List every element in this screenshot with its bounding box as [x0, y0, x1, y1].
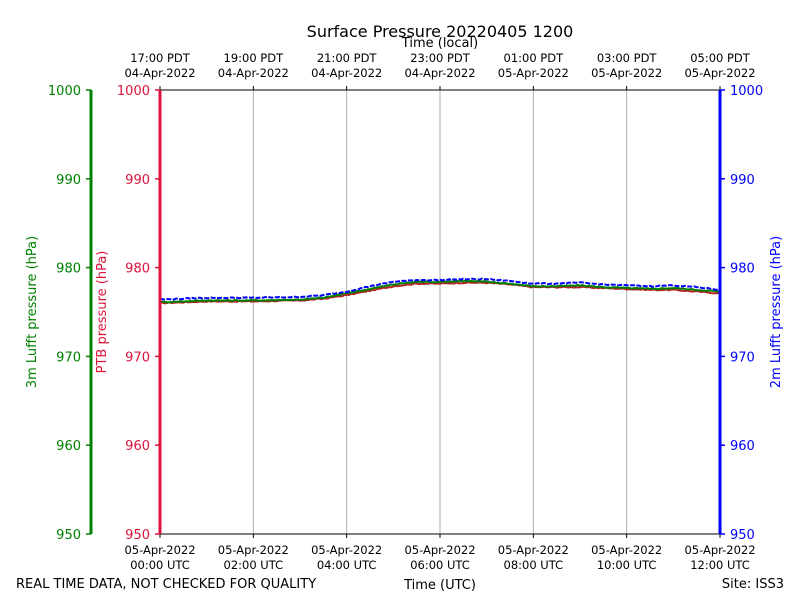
x-tick-label-bottom-date: 05-Apr-2022	[404, 543, 475, 557]
x-tick-label-bottom-time: 00:00 UTC	[130, 558, 190, 572]
left-inner-axis-tick-label: 970	[125, 350, 150, 365]
left-outer-axis-tick-label: 1000	[48, 84, 81, 99]
right-axis-tick-label: 970	[730, 350, 755, 365]
x-tick-label-top-time: 21:00 PDT	[317, 51, 378, 65]
left-outer-axis-tick-label: 950	[56, 528, 81, 543]
x-tick-label-bottom-time: 04:00 UTC	[317, 558, 377, 572]
right-axis-tick-label: 1000	[730, 84, 763, 99]
x-tick-label-top-date: 05-Apr-2022	[591, 66, 662, 80]
left-inner-axis-tick-label: 990	[125, 173, 150, 188]
x-tick-label-bottom-date: 05-Apr-2022	[591, 543, 662, 557]
left-inner-axis-tick-label: 960	[125, 439, 150, 454]
x-tick-label-bottom-time: 10:00 UTC	[597, 558, 657, 572]
top-axis-label: Time (local)	[401, 36, 478, 51]
quality-notice: REAL TIME DATA, NOT CHECKED FOR QUALITY	[16, 577, 316, 592]
bottom-axis-label: Time (UTC)	[403, 578, 476, 593]
x-tick-label-top-date: 04-Apr-2022	[124, 66, 195, 80]
x-tick-label-bottom-time: 02:00 UTC	[224, 558, 284, 572]
x-tick-label-bottom-date: 05-Apr-2022	[124, 543, 195, 557]
left-outer-axis-tick-label: 970	[56, 350, 81, 365]
right-axis-tick-label: 950	[730, 528, 755, 543]
x-tick-label-top-date: 04-Apr-2022	[404, 66, 475, 80]
x-tick-label-top-time: 19:00 PDT	[224, 51, 285, 65]
left-outer-axis-tick-label: 960	[56, 439, 81, 454]
series-line-0	[159, 281, 721, 305]
x-tick-label-bottom-time: 12:00 UTC	[690, 558, 750, 572]
left-inner-axis-tick-label: 980	[125, 262, 150, 277]
x-tick-label-top-date: 05-Apr-2022	[498, 66, 569, 80]
x-tick-label-bottom-time: 06:00 UTC	[410, 558, 470, 572]
site-label: Site: ISS3	[722, 577, 784, 592]
left-outer-axis-tick-label: 990	[56, 173, 81, 188]
right-axis-tick-label: 960	[730, 439, 755, 454]
x-tick-label-top-date: 05-Apr-2022	[684, 66, 755, 80]
x-tick-label-top-time: 23:00 PDT	[410, 51, 471, 65]
x-tick-label-top-time: 03:00 PDT	[597, 51, 658, 65]
left-inner-axis-label: PTB pressure (hPa)	[95, 251, 110, 374]
x-tick-label-bottom-date: 05-Apr-2022	[218, 543, 289, 557]
x-tick-label-top-date: 04-Apr-2022	[311, 66, 382, 80]
left-outer-axis-label: 3m Lufft pressure (hPa)	[25, 236, 40, 388]
left-inner-axis-tick-label: 1000	[117, 84, 150, 99]
x-tick-label-bottom-time: 08:00 UTC	[504, 558, 564, 572]
right-axis-tick-label: 990	[730, 173, 755, 188]
x-tick-label-bottom-date: 05-Apr-2022	[311, 543, 382, 557]
chart-title: Surface Pressure 20220405 1200	[307, 22, 574, 41]
series-line-2	[159, 277, 721, 301]
x-tick-label-top-time: 05:00 PDT	[690, 51, 751, 65]
left-outer-axis-tick-label: 980	[56, 262, 81, 277]
left-inner-axis-tick-label: 950	[125, 528, 150, 543]
x-tick-label-top-date: 04-Apr-2022	[218, 66, 289, 80]
x-tick-label-bottom-date: 05-Apr-2022	[498, 543, 569, 557]
right-axis-label: 2m Lufft pressure (hPa)	[769, 236, 784, 388]
x-tick-label-top-time: 01:00 PDT	[504, 51, 565, 65]
x-tick-label-bottom-date: 05-Apr-2022	[684, 543, 755, 557]
series-line-1	[159, 279, 721, 304]
x-tick-label-top-time: 17:00 PDT	[130, 51, 191, 65]
right-axis-tick-label: 980	[730, 262, 755, 277]
